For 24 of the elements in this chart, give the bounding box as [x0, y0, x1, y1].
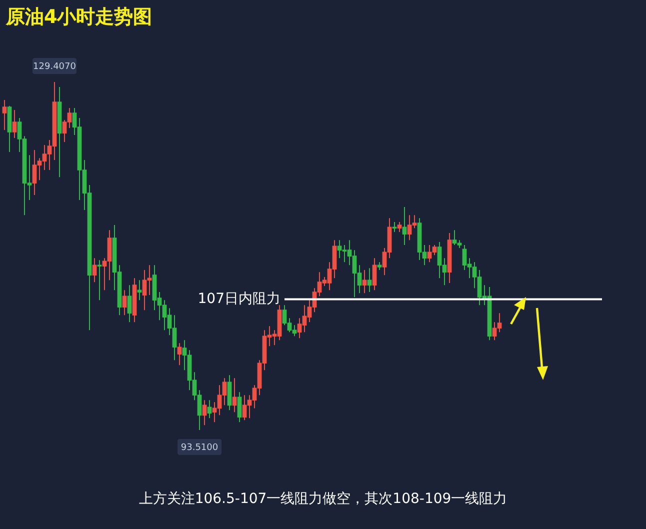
text: 上方关注106.5-107一线阻力做空，其次108-109一线阻力 [138, 490, 508, 508]
candlestick [127, 284, 132, 323]
candlestick [177, 342, 182, 366]
candlestick [92, 258, 97, 283]
candlestick [137, 280, 142, 301]
candlestick [362, 270, 367, 294]
ref-line-label: 107日内阻力 [198, 291, 280, 308]
candlestick [2, 100, 7, 131]
candlestick [397, 222, 402, 233]
chart-title: 原油4小时走势图 [6, 5, 152, 30]
candlestick [122, 290, 127, 316]
candlestick [402, 206, 407, 246]
annotation: 129.4070 [33, 62, 76, 72]
candlestick [367, 268, 372, 293]
candlestick [227, 374, 232, 411]
candlestick [237, 392, 242, 423]
annotation: 93.5100 [180, 443, 218, 453]
candlestick [207, 400, 212, 419]
candlestick [372, 258, 377, 291]
candlestick [232, 378, 237, 413]
candlestick [392, 222, 397, 233]
candlestick [202, 400, 207, 426]
candlestick [97, 260, 102, 301]
candlestick [12, 109, 17, 139]
